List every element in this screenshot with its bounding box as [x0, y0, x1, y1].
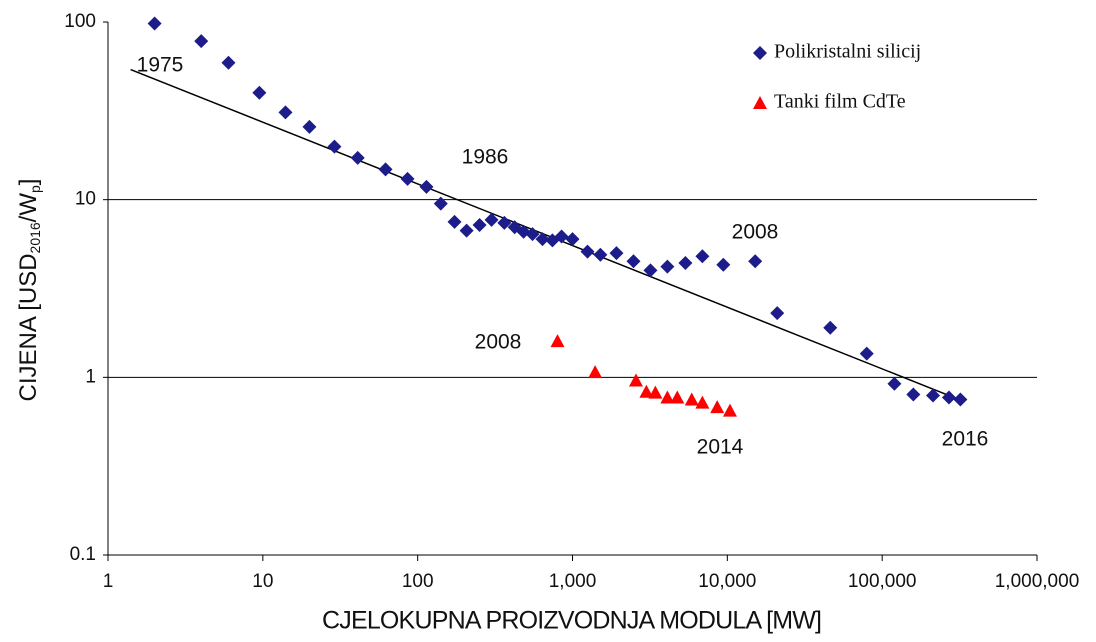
- triangle-point: [684, 392, 699, 406]
- diamond-point: [433, 196, 448, 211]
- annotation: 1975: [137, 54, 184, 77]
- diamond-point: [147, 16, 162, 31]
- diamond-point: [302, 119, 317, 134]
- y-tick-label: 100: [64, 11, 96, 32]
- diamond-point: [497, 215, 512, 230]
- triangle-point: [550, 334, 565, 348]
- diamond-point: [887, 376, 902, 391]
- x-tick-label: 1,000: [549, 571, 597, 592]
- diamond-point: [459, 223, 474, 238]
- annotation: 2008: [475, 331, 522, 354]
- x-axis-label: CJELOKUPNA PROIZVODNJA MODULA [MW]: [322, 607, 822, 635]
- diamond-point: [626, 254, 641, 269]
- diamond-point: [565, 232, 580, 247]
- legend-label: Polikristalni silicij: [774, 41, 921, 63]
- x-tick-label: 1: [103, 571, 114, 592]
- diamond-point: [926, 388, 941, 403]
- triangle-point: [670, 390, 685, 404]
- y-axis-label: CIJENA [USD2016/Wp]: [15, 179, 42, 402]
- diamond-point: [953, 392, 968, 407]
- triangle-point: [710, 400, 725, 414]
- triangle-point: [695, 395, 710, 409]
- diamond-point: [609, 246, 624, 261]
- annotation: 2016: [942, 428, 989, 451]
- diamond-point: [660, 259, 675, 274]
- x-tick-label: 10: [252, 571, 273, 592]
- diamond-point: [378, 162, 393, 177]
- diamond-point: [906, 387, 921, 402]
- diamond-point: [221, 55, 236, 70]
- x-tick-label: 100: [402, 571, 434, 592]
- diamond-point: [447, 214, 462, 229]
- diamond-point: [753, 46, 767, 60]
- diamond-point: [748, 254, 763, 269]
- diamond-point: [643, 263, 658, 278]
- diamond-point: [419, 179, 434, 194]
- annotation: 2008: [732, 221, 779, 244]
- triangle-point: [648, 385, 663, 399]
- diamond-point: [593, 247, 608, 262]
- legend-label: Tanki film CdTe: [774, 91, 906, 113]
- x-tick-label: 10,000: [698, 571, 756, 592]
- diamond-point: [484, 212, 499, 227]
- diamond-point: [678, 256, 693, 271]
- diamond-point: [252, 85, 267, 100]
- diamond-point: [194, 34, 209, 49]
- diamond-point: [350, 150, 365, 165]
- triangle-point: [628, 373, 643, 387]
- x-tick-label: 1,000,000: [995, 571, 1080, 592]
- diamond-point: [535, 232, 550, 247]
- diamond-point: [859, 346, 874, 361]
- y-tick-label: 10: [75, 189, 96, 210]
- diamond-point: [400, 171, 415, 186]
- diamond-point: [327, 139, 342, 154]
- y-tick-label: 0.1: [70, 544, 96, 565]
- annotation: 1986: [462, 146, 509, 169]
- diamond-point: [716, 257, 731, 272]
- diamond-point: [278, 105, 293, 120]
- diamond-point: [941, 390, 956, 405]
- x-tick-label: 100,000: [848, 571, 917, 592]
- annotation: 2014: [697, 436, 744, 459]
- diamond-point: [525, 227, 540, 242]
- triangle-point: [588, 365, 603, 379]
- diamond-point: [695, 249, 710, 264]
- diamond-point: [554, 229, 569, 244]
- triangle-point: [722, 403, 737, 417]
- diamond-point: [770, 306, 785, 321]
- y-tick-label: 1: [85, 366, 96, 387]
- triangle-point: [660, 390, 675, 404]
- diamond-point: [823, 320, 838, 335]
- diamond-point: [472, 218, 487, 233]
- triangle-point: [639, 384, 654, 398]
- diamond-point: [580, 244, 595, 259]
- triangle-point: [753, 96, 767, 109]
